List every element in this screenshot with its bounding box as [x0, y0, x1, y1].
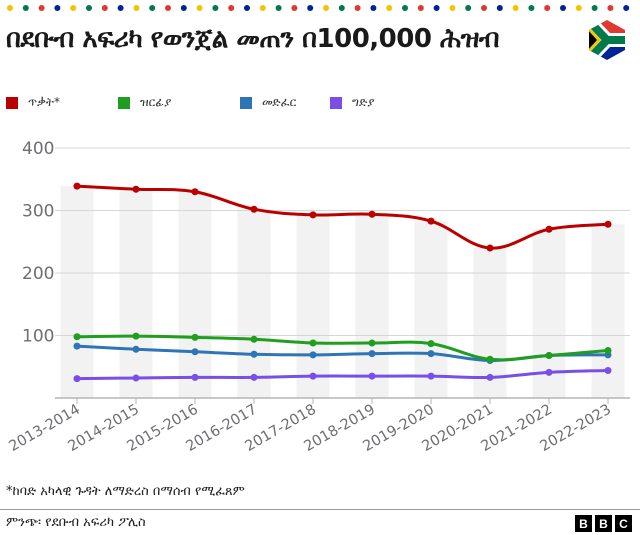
y-tick-label: 400 [22, 139, 54, 159]
background-bar [119, 189, 153, 398]
legend-label-assault: ጥቃት* [28, 95, 61, 109]
bbc-logo-letter: B [595, 515, 612, 532]
background-bar [178, 191, 212, 398]
data-point [73, 342, 81, 350]
data-point [368, 210, 376, 218]
footer-divider [0, 509, 640, 510]
data-point [309, 351, 317, 359]
data-point [604, 220, 612, 228]
data-point [73, 375, 81, 383]
data-point [368, 350, 376, 358]
south-africa-flag-icon [589, 20, 625, 60]
data-point [250, 350, 258, 358]
legend-swatch-robbery [118, 96, 130, 109]
bbc-logo-letter: B [575, 515, 592, 532]
data-point [191, 348, 199, 356]
data-point [486, 373, 494, 381]
data-point [132, 185, 140, 193]
data-point [191, 188, 199, 196]
data-point [191, 333, 199, 341]
data-point [368, 372, 376, 380]
legend-item-robbery: ዝርፊያ [118, 95, 171, 110]
data-point [604, 367, 612, 374]
data-point [132, 345, 140, 353]
legend-label-robbery: ዝርፊያ [140, 95, 172, 109]
source-text: ምንጭ፡ የደቡብ አፍሪካ ፖሊስ [6, 515, 146, 530]
data-point [427, 350, 435, 358]
decorative-dot-strip [7, 5, 630, 11]
chart-legend: ጥቃት* ዝርፊያ መድፈር ግድያ [0, 95, 640, 115]
data-point [309, 339, 317, 347]
legend-swatch-assault [6, 96, 18, 109]
data-point [486, 355, 494, 363]
data-point [545, 225, 553, 233]
data-point [309, 211, 317, 219]
data-point [309, 372, 317, 380]
data-point [427, 340, 435, 348]
background-bar [60, 186, 94, 398]
y-tick-label: 200 [22, 264, 54, 284]
line-chart: 1002003004002013-20142014-20152015-20162… [7, 139, 630, 455]
bbc-logo: B B C [575, 515, 632, 532]
background-bar [237, 209, 271, 398]
data-point [604, 347, 612, 354]
data-point [191, 373, 199, 381]
background-bar [414, 221, 448, 398]
y-tick-label: 100 [22, 327, 54, 347]
data-point [545, 368, 553, 376]
data-point [132, 332, 140, 340]
legend-swatch-murder [330, 96, 342, 109]
data-point [250, 335, 258, 343]
y-tick-label: 300 [22, 202, 54, 222]
data-point [250, 373, 258, 381]
chart-title: በደቡብ አፍሪካ የወንጀል መጠን በ100,000 ሕዝብ [6, 24, 500, 54]
data-point [545, 352, 553, 359]
data-point [368, 339, 376, 347]
data-point [73, 182, 81, 190]
background-bar [355, 214, 389, 398]
data-point [486, 244, 494, 252]
bbc-logo-letter: C [615, 515, 632, 532]
series-line [75, 184, 610, 250]
data-point [250, 205, 258, 213]
legend-item-assault: ጥቃት* [6, 95, 60, 110]
legend-swatch-rape [240, 96, 252, 109]
data-point [427, 217, 435, 225]
footnote: *ከባድ አካላዊ ጉዳት ለማድረስ በማሰብ የሚፈጸም [6, 484, 245, 499]
legend-item-murder: ግድያ [330, 95, 375, 110]
series-line [75, 369, 610, 381]
series-line [75, 334, 610, 362]
data-point [427, 372, 435, 380]
data-point [73, 333, 81, 341]
legend-label-murder: ግድያ [352, 95, 375, 109]
background-bar [296, 214, 330, 398]
legend-item-rape: መድፈር [240, 95, 296, 110]
legend-label-rape: መድፈር [262, 95, 297, 109]
data-point [132, 374, 140, 382]
